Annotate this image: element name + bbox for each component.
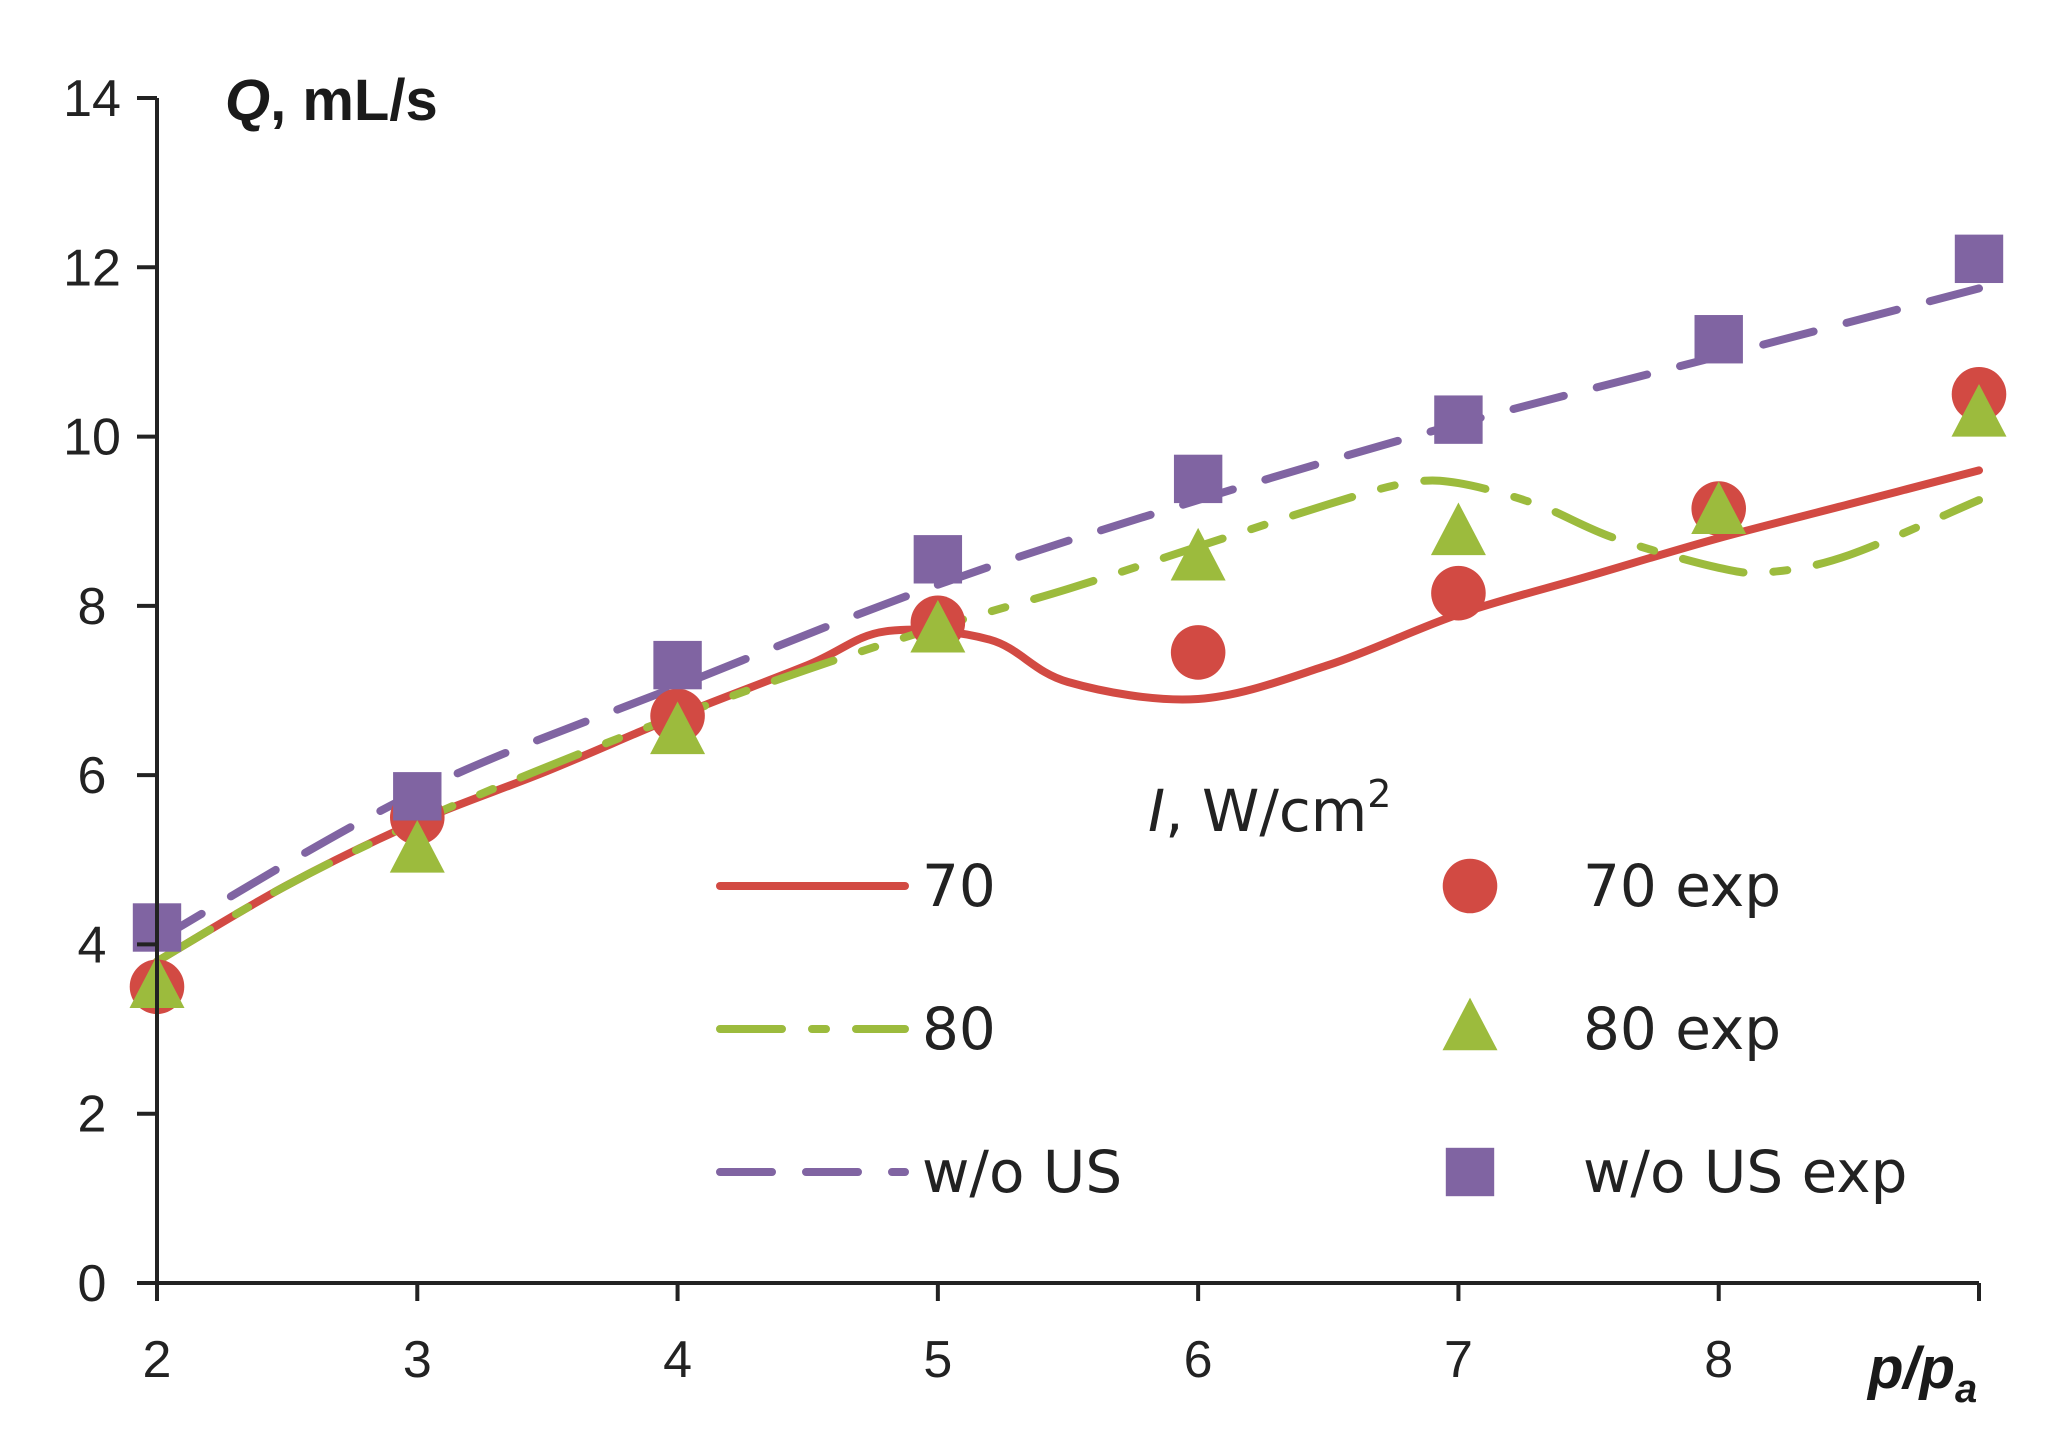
data-point-triangle-1 <box>389 819 445 873</box>
data-point-triangle-6 <box>1691 481 1747 535</box>
legend-title-superscript: 2 <box>1367 772 1391 816</box>
series-line-2 <box>153 284 1983 945</box>
x-tick-label: 8 <box>1704 1331 1733 1389</box>
y-tick-label: 2 <box>78 1086 107 1144</box>
legend-title-unit: , W/cm <box>1165 777 1367 845</box>
legend-swatch-circle <box>1442 858 1498 914</box>
x-axis-title-subscript: a <box>1955 1367 1977 1411</box>
x-tick-label: 7 <box>1444 1331 1473 1389</box>
y-tick-label: 6 <box>78 747 107 805</box>
data-point-square-3 <box>913 535 963 584</box>
y-axis-title-unit: , mL/s <box>270 68 438 133</box>
legend-swatch-triangle <box>1442 997 1498 1051</box>
data-point-triangle-2 <box>650 701 706 755</box>
legend-swatch-square <box>1445 1147 1495 1197</box>
plot-markers <box>129 234 2007 1015</box>
x-tick-label: 4 <box>663 1331 692 1389</box>
data-point-triangle-5 <box>1430 502 1486 556</box>
data-point-square-6 <box>1694 315 1743 364</box>
x-tick-label: 2 <box>143 1331 172 1389</box>
data-point-circle-5 <box>1431 565 1486 621</box>
y-axis-title: Q, mL/s <box>225 68 438 133</box>
series-line-1 <box>153 476 1983 966</box>
legend-label: 80 <box>922 995 996 1063</box>
data-point-square-5 <box>1434 395 1483 444</box>
x-tick-label: 3 <box>403 1331 432 1389</box>
data-point-square-7 <box>1954 234 2004 284</box>
legend-label: 70 <box>922 852 996 920</box>
axes <box>137 96 1981 1301</box>
data-point-triangle-7 <box>1951 384 2007 437</box>
plot-lines <box>153 284 1983 966</box>
legend: I, W/cm2 70 80 w/o US 70 exp 80 exp w/o US ex… <box>716 772 1907 1206</box>
legend-title-symbol: I <box>1148 777 1165 845</box>
data-point-square-2 <box>653 640 702 690</box>
data-point-triangle-3 <box>910 599 966 653</box>
legend-label: w/o US exp <box>1583 1138 1907 1206</box>
data-point-square-4 <box>1173 454 1223 504</box>
data-point-triangle-4 <box>1170 527 1226 581</box>
legend-label: 80 exp <box>1583 995 1781 1063</box>
x-tick-label: 5 <box>923 1331 952 1389</box>
y-tick-label: 14 <box>63 70 121 128</box>
x-axis-title-main: p/p <box>1866 1336 1955 1401</box>
x-axis-title: p/pa <box>1866 1336 1977 1411</box>
legend-label: 70 exp <box>1583 852 1781 920</box>
y-tick-label: 10 <box>63 409 121 467</box>
y-tick-label: 12 <box>63 239 121 297</box>
legend-label: w/o US <box>922 1138 1122 1206</box>
y-tick-label: 8 <box>78 578 107 636</box>
data-point-square-1 <box>393 772 442 821</box>
data-point-circle-4 <box>1170 625 1226 680</box>
legend-title: I, W/cm2 <box>1148 772 1391 845</box>
x-tick-label: 6 <box>1184 1331 1213 1389</box>
y-tick-label: 0 <box>78 1255 107 1313</box>
y-tick-label: 4 <box>78 916 107 974</box>
y-axis-title-symbol: Q <box>225 68 270 133</box>
